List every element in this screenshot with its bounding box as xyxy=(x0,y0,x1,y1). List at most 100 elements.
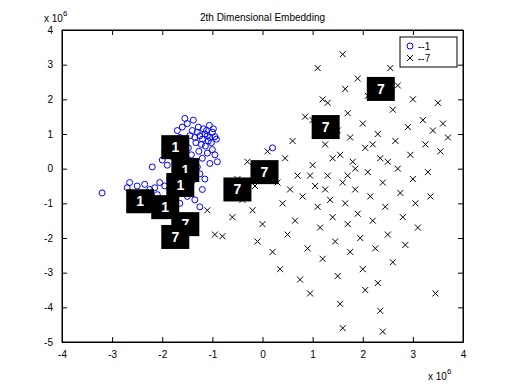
point xyxy=(182,115,188,121)
point xyxy=(199,155,205,161)
point xyxy=(352,166,358,172)
thumbnail xyxy=(126,189,154,213)
point xyxy=(315,204,321,210)
point xyxy=(297,277,303,283)
point xyxy=(410,96,416,102)
tick-mark xyxy=(263,337,264,342)
point xyxy=(335,273,341,279)
tick-mark xyxy=(458,134,463,135)
tick-mark xyxy=(212,30,213,35)
tick xyxy=(458,307,463,308)
point xyxy=(425,169,431,175)
thumbnail-label: 1 xyxy=(171,139,179,155)
tick xyxy=(458,238,463,239)
point xyxy=(254,238,260,244)
thumbnail-label: 7 xyxy=(261,164,269,180)
tick-mark xyxy=(313,337,314,342)
tick-label: 4 xyxy=(461,349,467,360)
tick: -2 xyxy=(158,337,167,360)
point xyxy=(355,76,361,82)
tick: 2 xyxy=(360,337,366,360)
point xyxy=(300,193,306,199)
tick: 1 xyxy=(310,337,316,360)
tick xyxy=(212,30,213,35)
point xyxy=(412,200,418,206)
point xyxy=(196,148,202,154)
thumbnail-label: 7 xyxy=(171,229,179,245)
tick xyxy=(313,30,314,35)
point xyxy=(207,160,213,166)
tick xyxy=(458,99,463,100)
point xyxy=(305,245,311,251)
point xyxy=(99,190,105,196)
point xyxy=(382,204,388,210)
plot-area xyxy=(62,30,463,342)
point xyxy=(260,221,266,227)
point xyxy=(377,308,383,314)
point xyxy=(360,121,366,127)
multiplier-base: x 10 xyxy=(44,13,63,24)
tick: -1 xyxy=(44,198,67,209)
point xyxy=(214,159,220,165)
point xyxy=(229,214,235,220)
point xyxy=(315,65,321,71)
tick xyxy=(263,30,264,35)
point xyxy=(432,290,438,296)
point xyxy=(197,204,203,210)
point xyxy=(437,148,443,154)
point xyxy=(212,152,218,158)
point xyxy=(199,186,205,192)
tick-mark xyxy=(62,307,67,308)
tick-mark xyxy=(413,30,414,35)
point xyxy=(325,100,331,106)
tick-mark xyxy=(62,134,67,135)
tick-label: -1 xyxy=(208,349,217,360)
thumbnail-label: 7 xyxy=(234,181,242,197)
multiplier-exponent: 6 xyxy=(63,9,68,18)
point xyxy=(206,122,212,128)
point xyxy=(342,86,348,92)
multiplier-exponent: 6 xyxy=(447,367,452,376)
point xyxy=(312,183,318,189)
point xyxy=(164,162,170,168)
point xyxy=(400,214,406,220)
point xyxy=(285,232,291,238)
point xyxy=(249,207,255,213)
point xyxy=(345,221,351,227)
multiplier-base: x 10 xyxy=(428,371,447,382)
point xyxy=(327,197,333,203)
legend-marker xyxy=(407,55,413,61)
tick: 3 xyxy=(47,59,67,70)
tick-label: -4 xyxy=(58,349,67,360)
point xyxy=(375,280,381,286)
point xyxy=(377,155,383,161)
point xyxy=(340,51,346,57)
tick: -4 xyxy=(44,302,67,313)
point xyxy=(295,173,301,179)
tick: 3 xyxy=(411,337,417,360)
point xyxy=(397,190,403,196)
plot-marks xyxy=(99,51,451,334)
point xyxy=(345,110,351,116)
tick: -3 xyxy=(108,337,117,360)
legend-label: --1 xyxy=(418,41,431,52)
tick: 1 xyxy=(47,129,67,140)
point xyxy=(149,164,155,170)
tick-label: 0 xyxy=(260,349,266,360)
thumbnail-label: 7 xyxy=(322,119,330,135)
point xyxy=(445,134,451,140)
point xyxy=(402,242,408,248)
point xyxy=(195,124,201,130)
point xyxy=(330,155,336,161)
tick-mark xyxy=(212,337,213,342)
tick xyxy=(458,65,463,66)
point xyxy=(370,141,376,147)
legend-box xyxy=(400,37,457,67)
point xyxy=(210,126,216,132)
point xyxy=(340,325,346,331)
point xyxy=(420,117,426,123)
point xyxy=(290,138,296,144)
tick: -2 xyxy=(44,233,67,244)
point xyxy=(362,145,368,151)
point xyxy=(310,162,316,168)
